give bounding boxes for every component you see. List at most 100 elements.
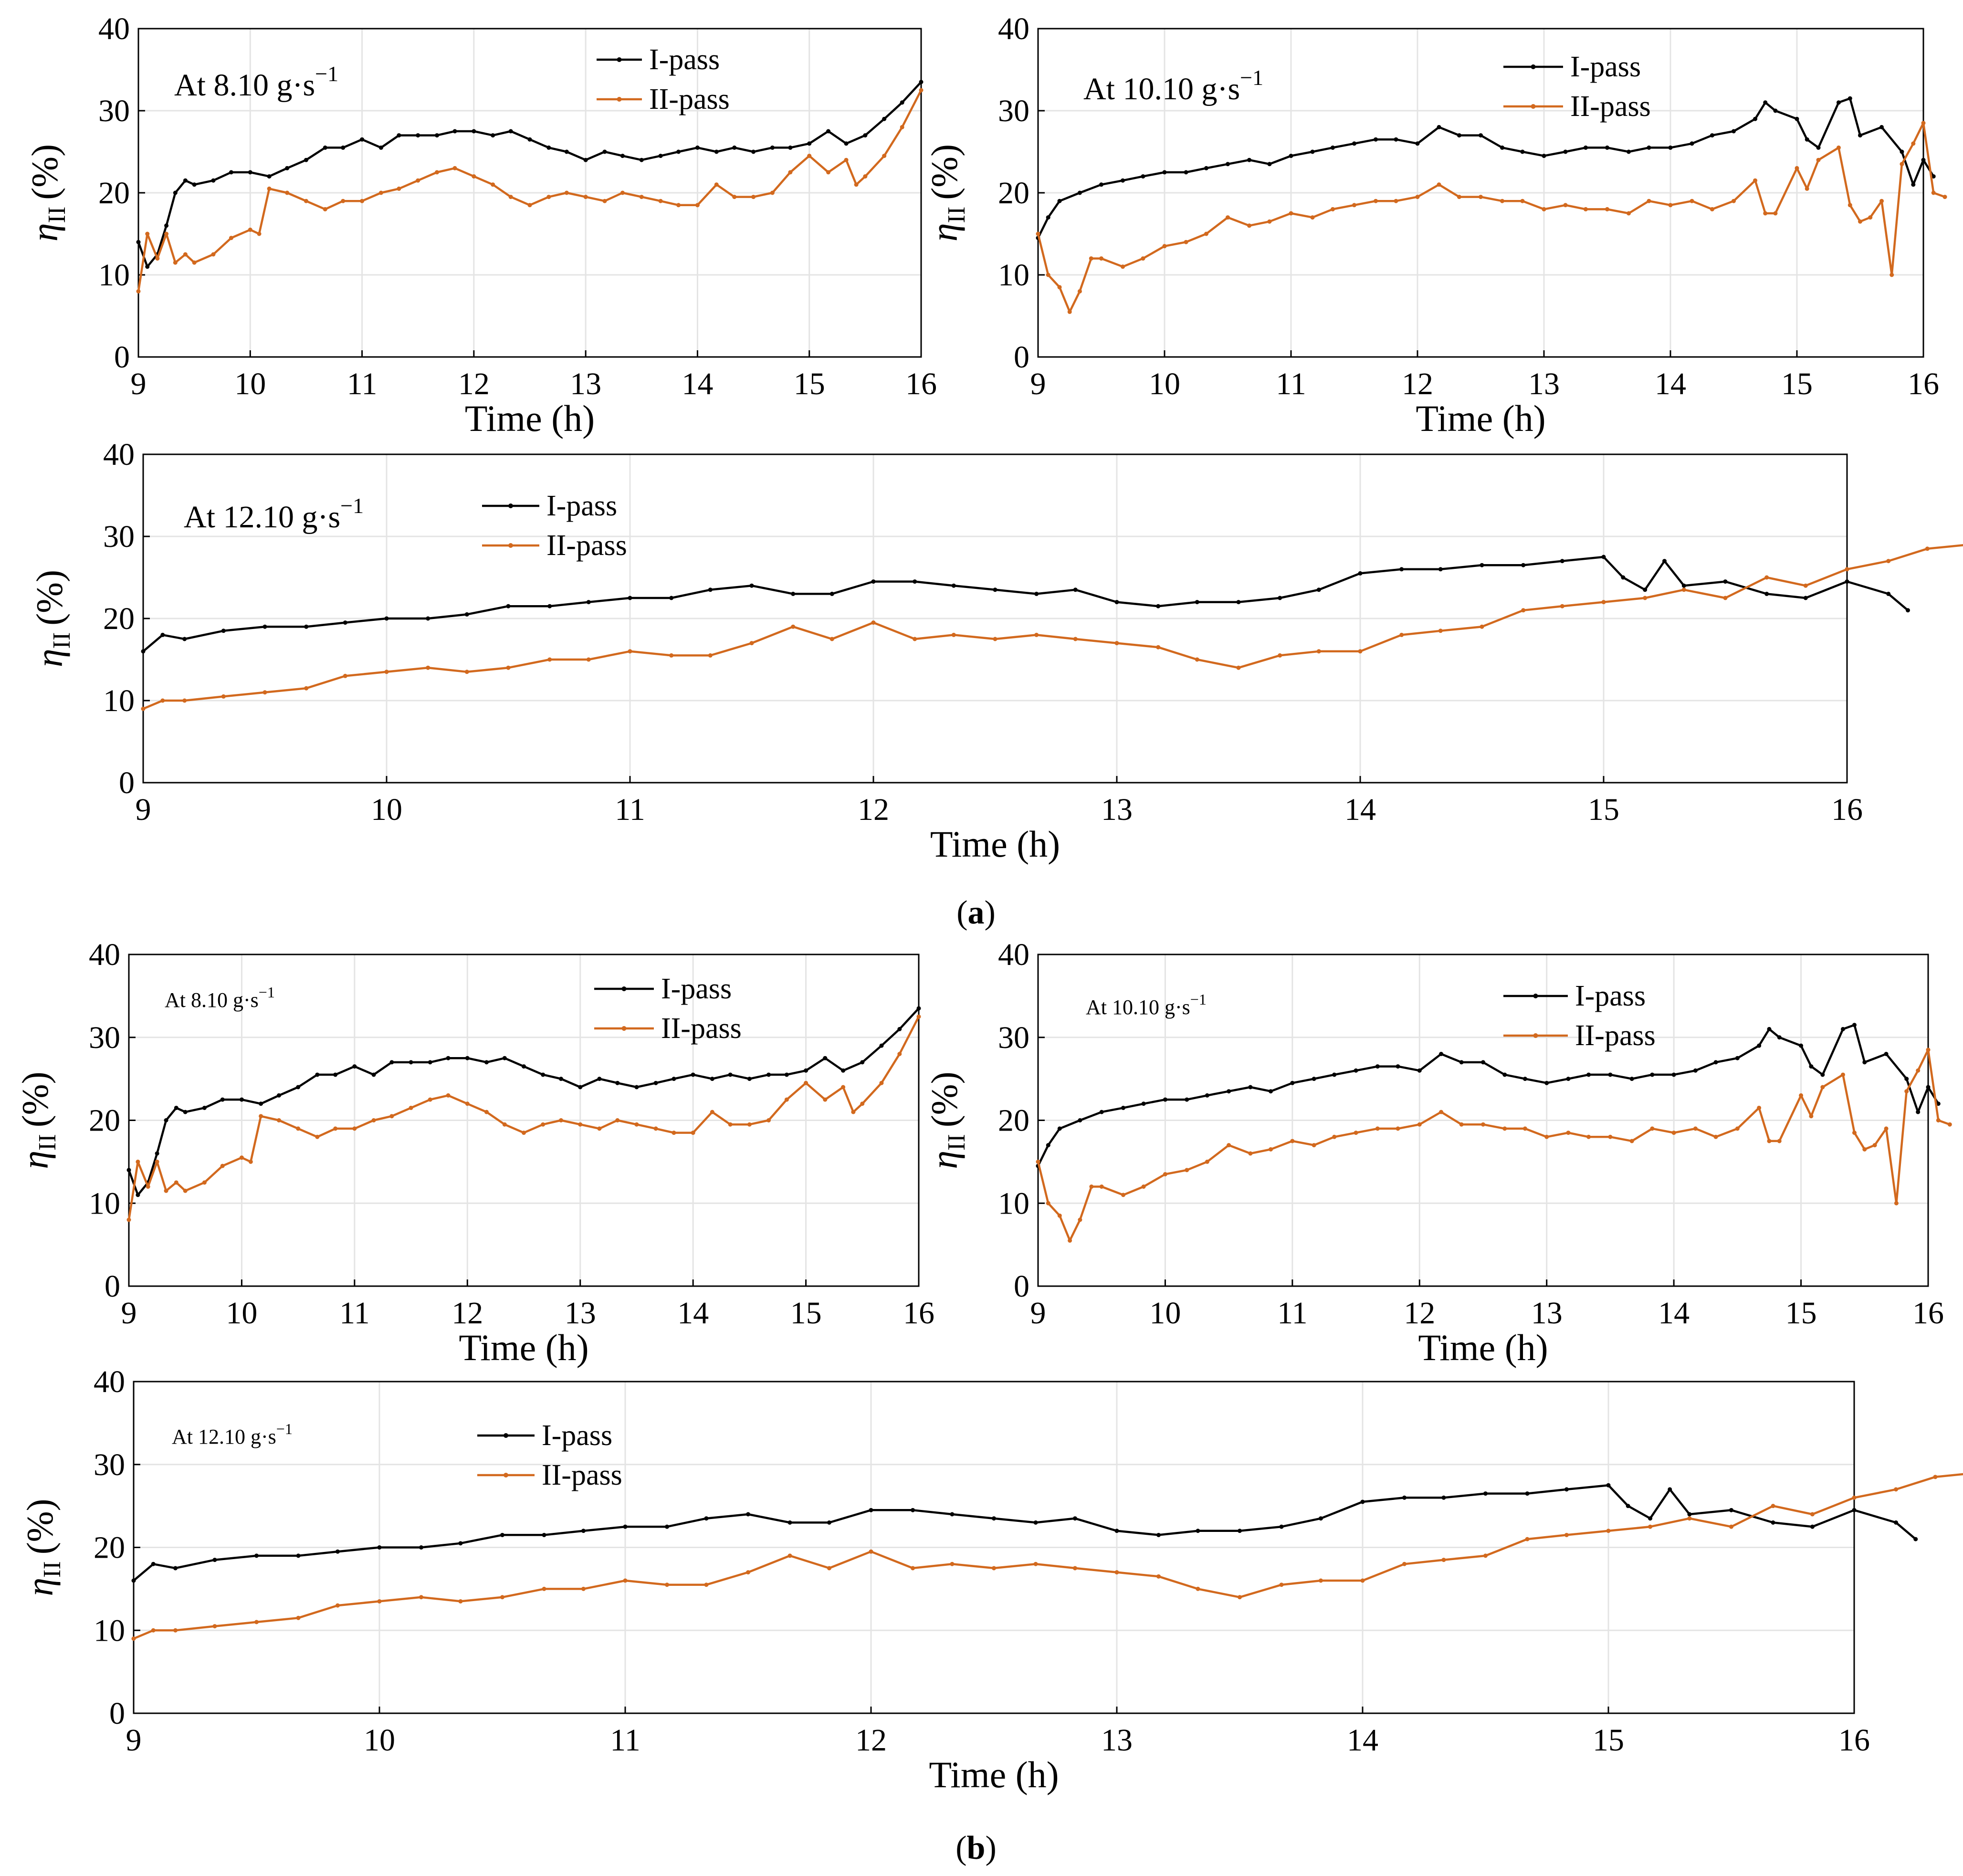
data-point — [897, 1027, 902, 1031]
legend-label: II-pass — [1570, 90, 1651, 123]
data-point — [1650, 1072, 1655, 1077]
data-point — [1439, 1110, 1444, 1114]
y-tick-label: 0 — [1014, 340, 1029, 375]
data-point — [1247, 223, 1252, 228]
data-point — [1564, 1532, 1569, 1537]
y-tick-label: 30 — [103, 519, 135, 554]
data-point — [1687, 1512, 1692, 1517]
data-point — [869, 1508, 873, 1512]
data-point — [1753, 116, 1758, 121]
x-tick-label: 12 — [458, 367, 490, 401]
x-tick-label: 11 — [1276, 367, 1306, 401]
data-point — [384, 616, 389, 621]
data-point — [653, 1080, 658, 1085]
legend-marker — [1533, 1033, 1538, 1038]
data-point — [1795, 166, 1799, 170]
y-tick-label: 10 — [94, 1613, 125, 1648]
data-point — [1196, 1529, 1200, 1533]
legend-label: I-pass — [1575, 980, 1646, 1012]
data-point — [993, 587, 997, 592]
data-point — [1033, 1520, 1038, 1525]
data-point — [747, 1077, 752, 1081]
data-point — [145, 264, 150, 269]
data-point — [182, 698, 187, 703]
series-line — [1037, 122, 1945, 313]
data-point — [465, 1101, 470, 1106]
data-point — [728, 1072, 733, 1077]
data-point — [1394, 199, 1398, 203]
data-point — [1289, 154, 1293, 158]
data-point — [1205, 1093, 1209, 1098]
legend-label: I-pass — [661, 973, 732, 1005]
data-point — [1931, 190, 1936, 195]
series-i-pass — [126, 1006, 921, 1197]
y-tick-label: 40 — [89, 937, 120, 972]
data-point — [547, 657, 552, 662]
series-line — [133, 1484, 1917, 1582]
y-tick-label: 20 — [998, 1103, 1029, 1138]
data-point — [248, 170, 252, 175]
data-point — [315, 1134, 320, 1139]
data-point — [1036, 231, 1040, 236]
data-point — [1858, 133, 1862, 138]
data-point — [141, 706, 146, 711]
data-point — [1099, 1184, 1104, 1189]
data-point — [1141, 256, 1145, 261]
condition-annotation: At 12.10 g·s−1 — [184, 493, 364, 535]
data-point — [1845, 579, 1849, 584]
data-point — [691, 1072, 695, 1077]
data-point — [1936, 1101, 1941, 1106]
data-point — [1156, 1574, 1161, 1579]
data-point — [1354, 1068, 1358, 1073]
data-point — [672, 1077, 676, 1081]
data-point — [1520, 149, 1525, 154]
data-point — [1521, 608, 1526, 613]
data-point — [343, 673, 347, 678]
x-tick-label: 12 — [1402, 367, 1433, 401]
data-point — [879, 1043, 884, 1048]
data-point — [452, 129, 457, 134]
data-point — [446, 1056, 451, 1060]
data-point — [1848, 96, 1852, 101]
data-point — [1525, 1537, 1530, 1541]
data-point — [131, 1578, 136, 1583]
data-point — [1078, 1217, 1082, 1222]
x-tick-label: 9 — [126, 1723, 142, 1758]
x-tick-label: 16 — [1908, 367, 1939, 401]
data-point — [1089, 1184, 1094, 1189]
legend-label: I-pass — [1570, 51, 1641, 83]
data-point — [239, 1097, 244, 1102]
data-point — [823, 1056, 828, 1060]
x-tick-label: 16 — [905, 367, 937, 401]
data-point — [484, 1110, 489, 1114]
data-point — [1763, 100, 1768, 105]
data-point — [1763, 211, 1768, 216]
legend-label: II-pass — [542, 1459, 622, 1491]
series-line — [127, 1016, 920, 1220]
data-point — [1226, 215, 1230, 220]
data-point — [1693, 1126, 1698, 1131]
data-point — [1820, 1072, 1825, 1077]
legend-marker — [617, 57, 622, 62]
data-point — [1267, 219, 1272, 224]
data-point — [788, 170, 793, 175]
data-point — [377, 1599, 382, 1604]
data-point — [1227, 1089, 1231, 1094]
data-point — [1921, 157, 1926, 162]
data-point — [826, 129, 831, 134]
data-point — [559, 1118, 564, 1122]
data-point — [1374, 199, 1378, 203]
x-tick-label: 15 — [1593, 1723, 1624, 1758]
data-point — [1330, 145, 1335, 150]
legend-label: II-pass — [1575, 1019, 1656, 1052]
data-point — [522, 1064, 526, 1069]
data-point — [1185, 1097, 1189, 1102]
data-point — [951, 632, 956, 637]
data-point — [1773, 108, 1778, 113]
data-point — [1417, 1122, 1422, 1127]
data-point — [1354, 1131, 1358, 1135]
data-point — [1290, 1080, 1295, 1085]
data-point — [1459, 1060, 1464, 1065]
data-point — [665, 1583, 670, 1587]
series-line — [142, 555, 1909, 652]
